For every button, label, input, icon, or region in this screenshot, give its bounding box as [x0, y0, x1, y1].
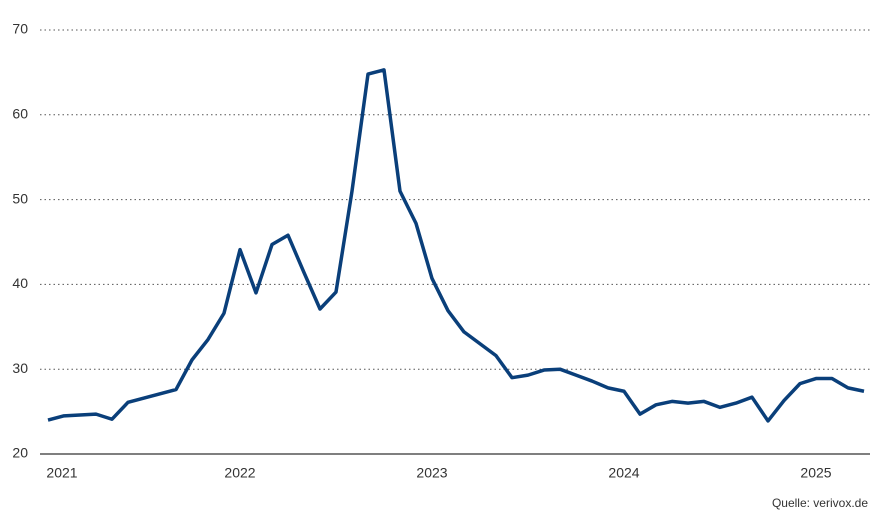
x-tick-label: 2021	[46, 465, 77, 481]
x-tick-label: 2023	[416, 465, 447, 481]
y-tick-label: 50	[12, 190, 28, 206]
y-tick-label: 60	[12, 106, 28, 122]
y-tick-label: 30	[12, 360, 28, 376]
data-line	[47, 68, 865, 423]
x-tick-label: 2022	[224, 465, 255, 481]
x-tick-label: 2025	[800, 465, 831, 481]
x-tick-label: 2024	[608, 465, 639, 481]
source-note: Quelle: verivox.de	[772, 496, 868, 510]
y-tick-label: 40	[12, 275, 28, 291]
y-tick-label: 20	[12, 445, 28, 461]
y-tick-label: 70	[12, 21, 28, 37]
